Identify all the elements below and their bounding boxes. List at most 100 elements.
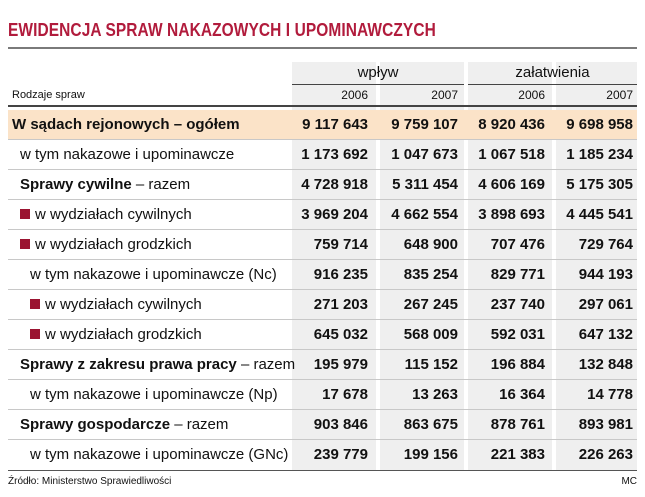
value-cell: 759 714 [313,236,368,253]
row-label-text: w tym nakazowe i upominawcze (Nc) [30,266,277,283]
value-cell: 647 132 [578,326,633,343]
source-note: Źródło: Ministerstwo Sprawiedliwości [8,476,172,487]
value-cell: 863 675 [403,416,458,433]
row-label: Sprawy z zakresu prawa pracy – razem [20,356,295,373]
row-divider [8,139,637,140]
row-divider [8,169,637,170]
value-cell: 829 771 [490,266,545,283]
header-rule [8,105,637,107]
row-label: w tym nakazowe i upominawcze [20,146,234,163]
row-label-text: w tym nakazowe i upominawcze [20,146,235,163]
row-label-text: – razem [236,356,296,373]
value-cell: 17 678 [322,386,368,403]
group-underline-wplyw [292,84,464,85]
group-header-zalatwienia: załatwienia [515,64,590,81]
table-row: w tym nakazowe i upominawcze 1 173 692 1 0… [8,140,637,170]
row-label: w tym nakazowe i upominawcze (Nc) [30,266,277,283]
value-cell: 944 193 [578,266,633,283]
row-divider [8,379,637,380]
row-label: w wydziałach grodzkich [20,236,192,253]
value-cell: 893 981 [578,416,633,433]
value-cell: 645 032 [313,326,368,343]
year-header: 2007 [606,88,633,102]
table-row: W sądach rejonowych – ogółem 9 117 643 9 7… [8,110,637,140]
value-cell: 1 047 673 [391,146,458,163]
row-label: w tym nakazowe i upominawcze (GNc) [30,446,288,463]
value-cell: 196 884 [490,356,545,373]
value-cell: 297 061 [578,296,633,313]
row-label-text: w wydziałach cywilnych [45,296,202,313]
table-row: w tym nakazowe i upominawcze (Np) 17 678 1… [8,380,637,410]
row-divider [8,199,637,200]
value-cell: 226 263 [578,446,633,463]
value-cell: 568 009 [403,326,458,343]
year-header: 2006 [518,88,545,102]
table-row: w wydziałach cywilnych 3 969 204 4 662 554… [8,200,637,230]
value-cell: 16 364 [499,386,545,403]
row-label-text: w tym nakazowe i upominawcze (GNc) [30,446,289,463]
value-cell: 3 969 204 [301,206,368,223]
row-divider [8,319,637,320]
row-label: w wydziałach cywilnych [30,296,202,313]
row-divider [8,409,637,410]
value-cell: 199 156 [403,446,458,463]
value-cell: 271 203 [313,296,368,313]
value-cell: 9 117 643 [302,116,368,133]
row-divider [8,229,637,230]
value-cell: 1 173 692 [301,146,368,163]
row-label-text: w wydziałach grodzkich [35,236,192,253]
row-label-bold: Sprawy z zakresu prawa pracy [20,356,237,373]
value-cell: 9 759 107 [391,116,458,133]
value-cell: 13 263 [412,386,458,403]
value-cell: 729 764 [578,236,633,253]
year-header: 2007 [431,88,458,102]
value-cell: 707 476 [490,236,545,253]
value-cell: 592 031 [490,326,545,343]
title-rule [8,47,637,49]
value-cell: 237 740 [490,296,545,313]
value-cell: 648 900 [403,236,458,253]
value-cell: 1 185 234 [566,146,633,163]
value-cell: 3 898 693 [478,206,545,223]
value-cell: 221 383 [490,446,545,463]
value-cell: 916 235 [313,266,368,283]
footer-rule [8,470,637,471]
value-cell: 239 779 [313,446,368,463]
row-label: w wydziałach cywilnych [20,206,192,223]
row-label-bold: Sprawy gospodarcze [20,416,171,433]
row-label-text: w wydziałach grodzkich [45,326,202,343]
square-bullet-icon [20,239,30,249]
row-label-text: w tym nakazowe i upominawcze (Np) [30,386,278,403]
row-label-bold: W sądach rejonowych – ogółem [12,116,240,133]
author-initials: MC [621,476,637,487]
value-cell: 267 245 [403,296,458,313]
year-header: 2006 [341,88,368,102]
row-label-text: w wydziałach cywilnych [35,206,192,223]
row-divider [8,289,637,290]
group-header-wplyw: wpływ [357,64,399,81]
value-cell: 5 175 305 [566,176,633,193]
row-divider [8,259,637,260]
table-row: w wydziałach grodzkich 759 714 648 900 707 … [8,230,637,260]
value-cell: 835 254 [403,266,458,283]
group-underline-zalatwienia [468,84,637,85]
value-cell: 195 979 [313,356,368,373]
value-cell: 4 728 918 [301,176,368,193]
value-cell: 9 698 958 [566,116,633,133]
table-row: w wydziałach grodzkich 645 032 568 009 592 … [8,320,637,350]
value-cell: 4 606 169 [478,176,545,193]
square-bullet-icon [30,299,40,309]
value-cell: 132 848 [578,356,633,373]
value-cell: 4 445 541 [566,206,633,223]
value-cell: 14 778 [587,386,633,403]
value-cell: 115 152 [404,356,458,373]
table-row: w tym nakazowe i upominawcze (GNc) 239 77… [8,440,637,470]
table-title: EWIDENCJA SPRAW NAKAZOWYCH I UPOMINAWCZY… [8,20,436,40]
row-label: w wydziałach grodzkich [30,326,202,343]
row-divider [8,439,637,440]
table-row: Sprawy cywilne – razem 4 728 918 5 311 454… [8,170,637,200]
row-label: Sprawy gospodarcze – razem [20,416,228,433]
row-divider [8,349,637,350]
row-label: Sprawy cywilne – razem [20,176,190,193]
row-label-bold: Sprawy cywilne [20,176,132,193]
